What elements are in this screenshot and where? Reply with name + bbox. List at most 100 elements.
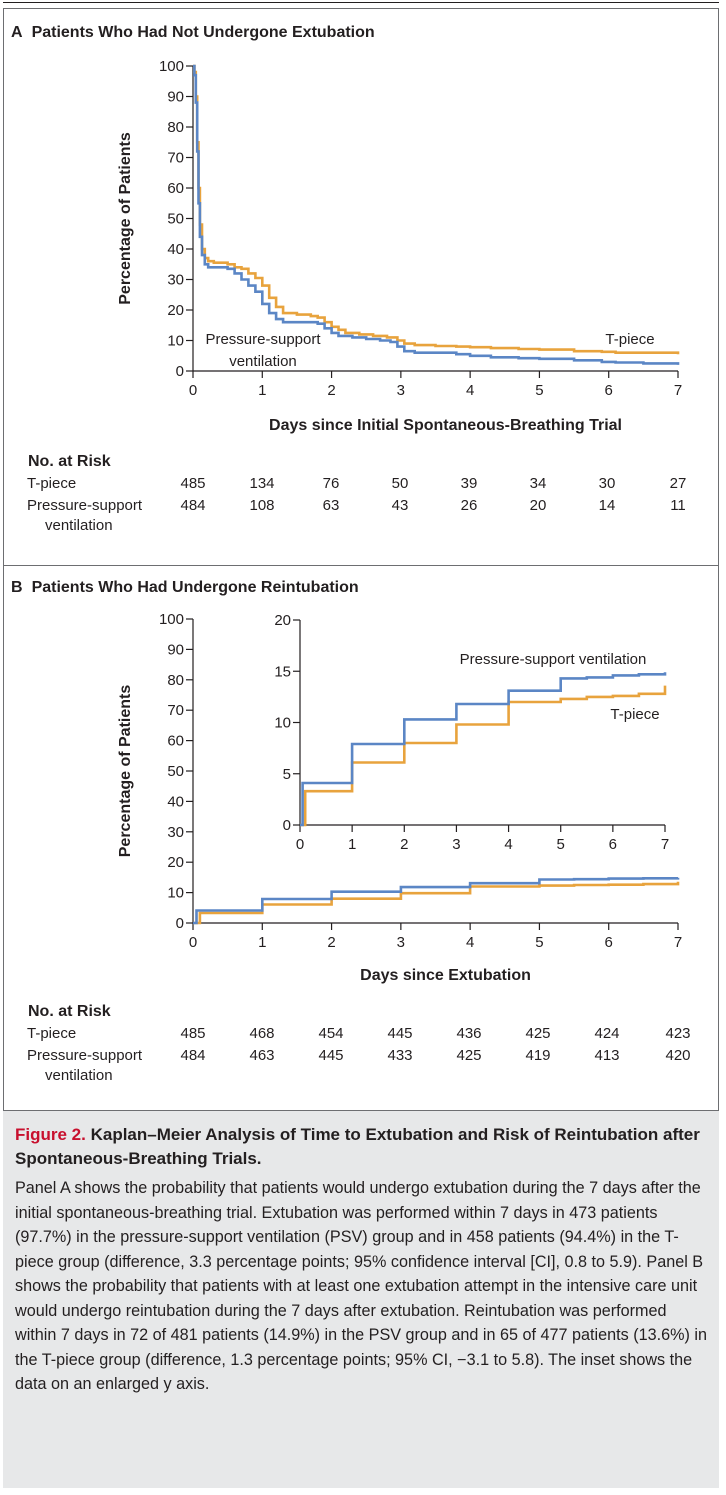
panel_b-y-axis-label: Percentage of Patients — [117, 685, 134, 858]
panel_a-y-tick-label: 40 — [167, 241, 184, 258]
panel_b-x-tick-label: 4 — [466, 934, 474, 951]
panel-b-risk-header: No. at Risk — [28, 1003, 111, 1020]
panel-a-risk-value: 50 — [391, 475, 409, 492]
panel_a-y-tick-label: 10 — [167, 333, 184, 350]
panel_b-y-tick-label: 30 — [167, 824, 184, 841]
panel-b-risk-value: 425 — [456, 1047, 482, 1064]
panel-a-annotation-tpiece: T-piece — [605, 331, 654, 348]
panel_a-y-tick-label: 80 — [167, 119, 184, 136]
panel-a-risk-value: 27 — [669, 475, 687, 492]
panel_b-series-psv — [193, 877, 680, 925]
panel-separator — [3, 565, 719, 566]
panel_b-y-tick-label: 10 — [167, 885, 184, 902]
panel_b_inset-y-tick-label: 20 — [274, 612, 291, 629]
panel_b_inset-x-tick-label: 1 — [348, 836, 356, 853]
panel_a-x-tick-label: 2 — [327, 382, 335, 399]
figure-caption: Figure 2. Kaplan–Meier Analysis of Time … — [3, 1110, 719, 1488]
panel_b_inset-x-tick-label: 5 — [557, 836, 565, 853]
panel-a-risk-value: 14 — [598, 497, 616, 514]
panel_b-x-tick-label: 3 — [397, 934, 405, 951]
panel-a-risk-row-label: Pressure-support — [27, 497, 143, 514]
panel_b-x-tick-label: 0 — [189, 934, 197, 951]
panel_b-y-tick-label: 40 — [167, 793, 184, 810]
panel_b-y-tick-label: 80 — [167, 672, 184, 689]
panel_b_inset-y-tick-label: 10 — [274, 715, 291, 732]
panel-b-risk-value: 468 — [249, 1025, 275, 1042]
panel_a-series-t_piece — [193, 64, 680, 355]
panel_a-x-tick-label: 1 — [258, 382, 266, 399]
panel-b-risk-value: 433 — [387, 1047, 413, 1064]
panel_b_inset-x-tick-label: 7 — [661, 836, 669, 853]
panel_a-y-tick-label: 100 — [159, 58, 184, 75]
panel-b-risk-value: 484 — [180, 1047, 206, 1064]
panel-a-risk-value: 30 — [598, 475, 616, 492]
panel-a-annotation-psv-line1: Pressure-support — [205, 331, 321, 348]
panel-a-risk-value: 26 — [460, 497, 478, 514]
panel-a-risk-value: 63 — [322, 497, 340, 514]
panel-b-letter: B — [11, 579, 23, 596]
panel-a-risk-value: 11 — [670, 497, 686, 514]
panel-b-risk-value: 445 — [387, 1025, 413, 1042]
panel-a-risk-value: 134 — [249, 475, 275, 492]
panel_a-series-psv — [193, 64, 680, 365]
panel_b_inset-x-tick-label: 0 — [296, 836, 304, 853]
panel_a-y-tick-label: 90 — [167, 89, 184, 106]
panel-a-risk-header: No. at Risk — [28, 453, 111, 470]
panel_a-y-tick-label: 70 — [167, 150, 184, 167]
panel_b-y-tick-label: 50 — [167, 763, 184, 780]
panel_a-x-tick-label: 0 — [189, 382, 197, 399]
panel-b-risk-value: 419 — [525, 1047, 551, 1064]
caption-body: Panel A shows the probability that patie… — [15, 1179, 708, 1393]
top-rule — [3, 2, 719, 3]
panel-b-risk-value: 436 — [456, 1025, 482, 1042]
caption-title: Figure 2. Kaplan–Meier Analysis of Time … — [15, 1123, 709, 1171]
panel-b-risk-value: 454 — [318, 1025, 344, 1042]
panel_a-x-tick-label: 6 — [605, 382, 613, 399]
panel-a-annotation-psv-line2: ventilation — [229, 353, 297, 370]
panel-a-risk-row-label-2: ventilation — [45, 517, 113, 534]
panel_b-x-tick-label: 2 — [327, 934, 335, 951]
panel-a-risk-value: 108 — [249, 497, 275, 514]
panel-b-risk-value: 420 — [665, 1047, 691, 1064]
panel-b-risk-row-label-2: ventilation — [45, 1067, 113, 1084]
panel-b-risk-row-label: T-piece — [27, 1025, 77, 1042]
panel-a-title: A Patients Who Had Not Undergone Extubati… — [11, 24, 375, 42]
panel_a-x-tick-label: 4 — [466, 382, 474, 399]
panel-a-risk-value: 76 — [322, 475, 340, 492]
panel-a-risk-value: 39 — [460, 475, 478, 492]
panel-b-title-text: Patients Who Had Undergone Reintubation — [31, 579, 359, 596]
panel_b-x-tick-label: 6 — [605, 934, 613, 951]
panel_a-x-tick-label: 7 — [674, 382, 682, 399]
panel-b-risk-value: 413 — [594, 1047, 620, 1064]
panel_b_inset-y-tick-label: 0 — [283, 817, 291, 834]
panel_b-y-tick-label: 0 — [176, 915, 184, 932]
panel_b-x-axis-label: Days since Extubation — [360, 967, 531, 984]
panel_b_inset-y-tick-label: 15 — [274, 663, 291, 680]
inset-annotation-psv: Pressure-support ventilation — [460, 651, 647, 668]
panel_b-y-tick-label: 90 — [167, 641, 184, 658]
panel_b_inset-y-tick-label: 5 — [283, 766, 291, 783]
panel-b-risk-value: 424 — [594, 1025, 620, 1042]
panel_b_inset-series-psv — [300, 672, 667, 827]
panel-b-risk-value: 445 — [318, 1047, 344, 1064]
panel-b-risk-row-label: Pressure-support — [27, 1047, 143, 1064]
panel-a-risk-row-label: T-piece — [27, 475, 77, 492]
panel-a-risk-value: 485 — [180, 475, 206, 492]
panel_b_inset-x-tick-label: 4 — [504, 836, 512, 853]
panel-b-risk-value: 485 — [180, 1025, 206, 1042]
panel_b-x-tick-label: 7 — [674, 934, 682, 951]
panel-a-risk-value: 34 — [529, 475, 547, 492]
panel_a-x-tick-label: 3 — [397, 382, 405, 399]
panel_a-x-axis-label: Days since Initial Spontaneous-Breathing… — [269, 417, 622, 434]
panel_b-y-tick-label: 100 — [159, 611, 184, 628]
panel_b-y-tick-label: 70 — [167, 702, 184, 719]
panel-b-title: B Patients Who Had Undergone Reintubation — [11, 579, 359, 597]
panel_a-y-tick-label: 0 — [176, 363, 184, 380]
panel-a-risk-value: 484 — [180, 497, 206, 514]
panel_a-y-tick-label: 20 — [167, 302, 184, 319]
caption-figure-label: Figure 2. — [15, 1125, 86, 1144]
panel-a-risk-value: 43 — [391, 497, 409, 514]
panel-a-risk-value: 20 — [529, 497, 547, 514]
panel_b_inset-x-tick-label: 3 — [452, 836, 460, 853]
